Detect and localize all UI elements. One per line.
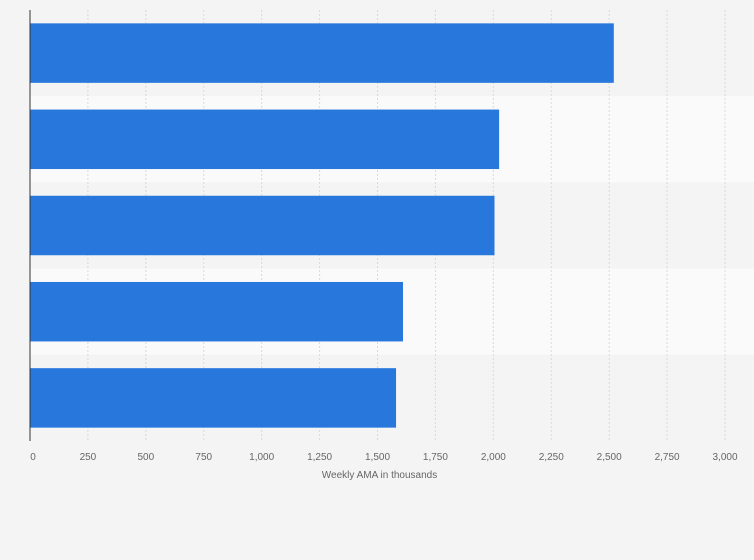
- x-tick-label: 2,000: [481, 452, 506, 463]
- x-tick-label: 750: [195, 452, 212, 463]
- bar: [30, 368, 397, 428]
- x-tick-label: 3,000: [712, 452, 737, 463]
- x-tick-label: 1,750: [423, 452, 448, 463]
- x-tick-label: 0: [30, 452, 36, 463]
- bars: [30, 23, 614, 428]
- x-tick-label: 2,500: [597, 452, 622, 463]
- x-tick-label: 1,250: [307, 452, 332, 463]
- x-tick-label: 2,250: [539, 452, 564, 463]
- x-tick-label: 1,500: [365, 452, 390, 463]
- bar: [30, 281, 403, 342]
- x-tick-labels: 0 250 500 750 1,000 1,250 1,500 1,750 2,000 2,250…: [30, 452, 738, 463]
- bar: [30, 23, 614, 83]
- bar: [30, 195, 495, 256]
- x-tick-label: 1,000: [249, 452, 274, 463]
- x-tick-label: 250: [80, 452, 97, 463]
- x-tick-label: 2,750: [655, 452, 680, 463]
- x-tick-label: 500: [137, 452, 154, 463]
- x-axis-label: Weekly AMA in thousands: [322, 470, 437, 481]
- bar: [30, 109, 500, 170]
